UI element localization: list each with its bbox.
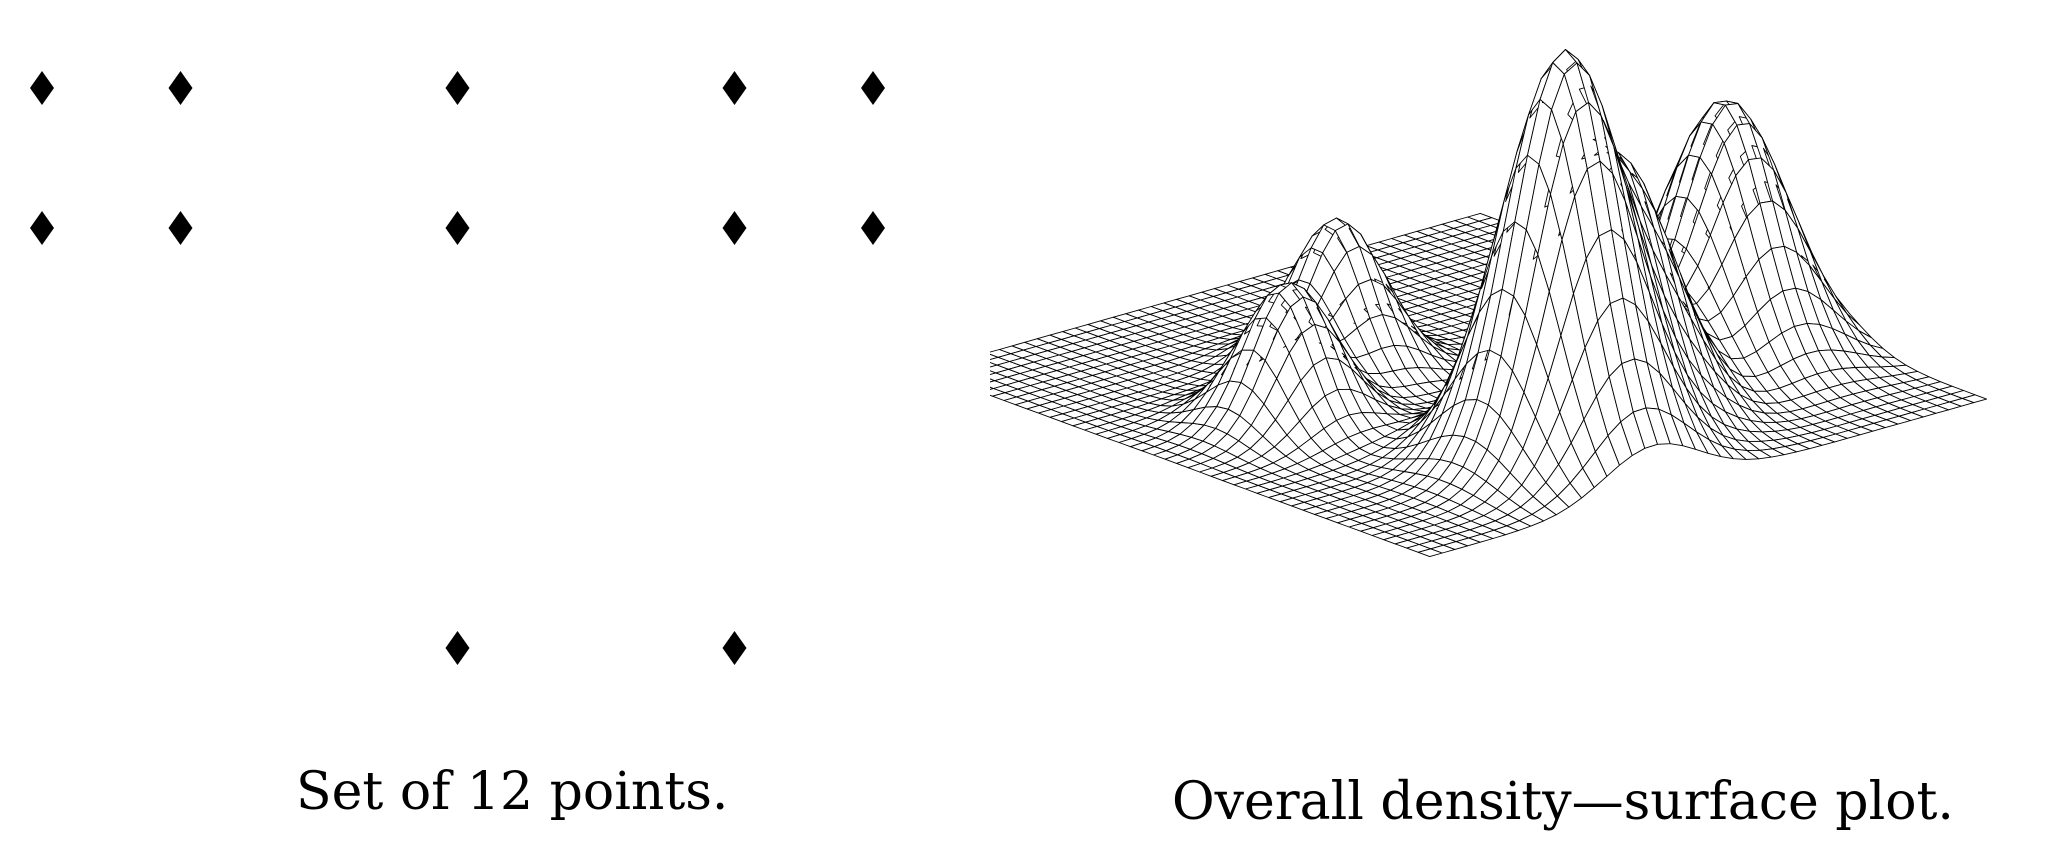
point-marker (722, 631, 747, 665)
surface-mesh (990, 49, 1988, 558)
surface-plot (990, 49, 1988, 558)
point-marker (168, 211, 193, 245)
point-marker (168, 71, 193, 105)
point-marker (445, 631, 470, 665)
point-marker (861, 71, 885, 105)
scatter-plot (30, 71, 885, 665)
point-marker (861, 211, 885, 245)
point-marker (445, 211, 470, 245)
point-marker (722, 71, 747, 105)
point-marker (30, 71, 54, 105)
point-marker (722, 211, 747, 245)
point-marker (445, 71, 470, 105)
surface-cell (1961, 394, 1988, 404)
scatter-caption: Set of 12 points. (296, 762, 729, 822)
point-marker (30, 211, 54, 245)
surface-caption: Overall density—surface plot. (1172, 772, 1954, 832)
